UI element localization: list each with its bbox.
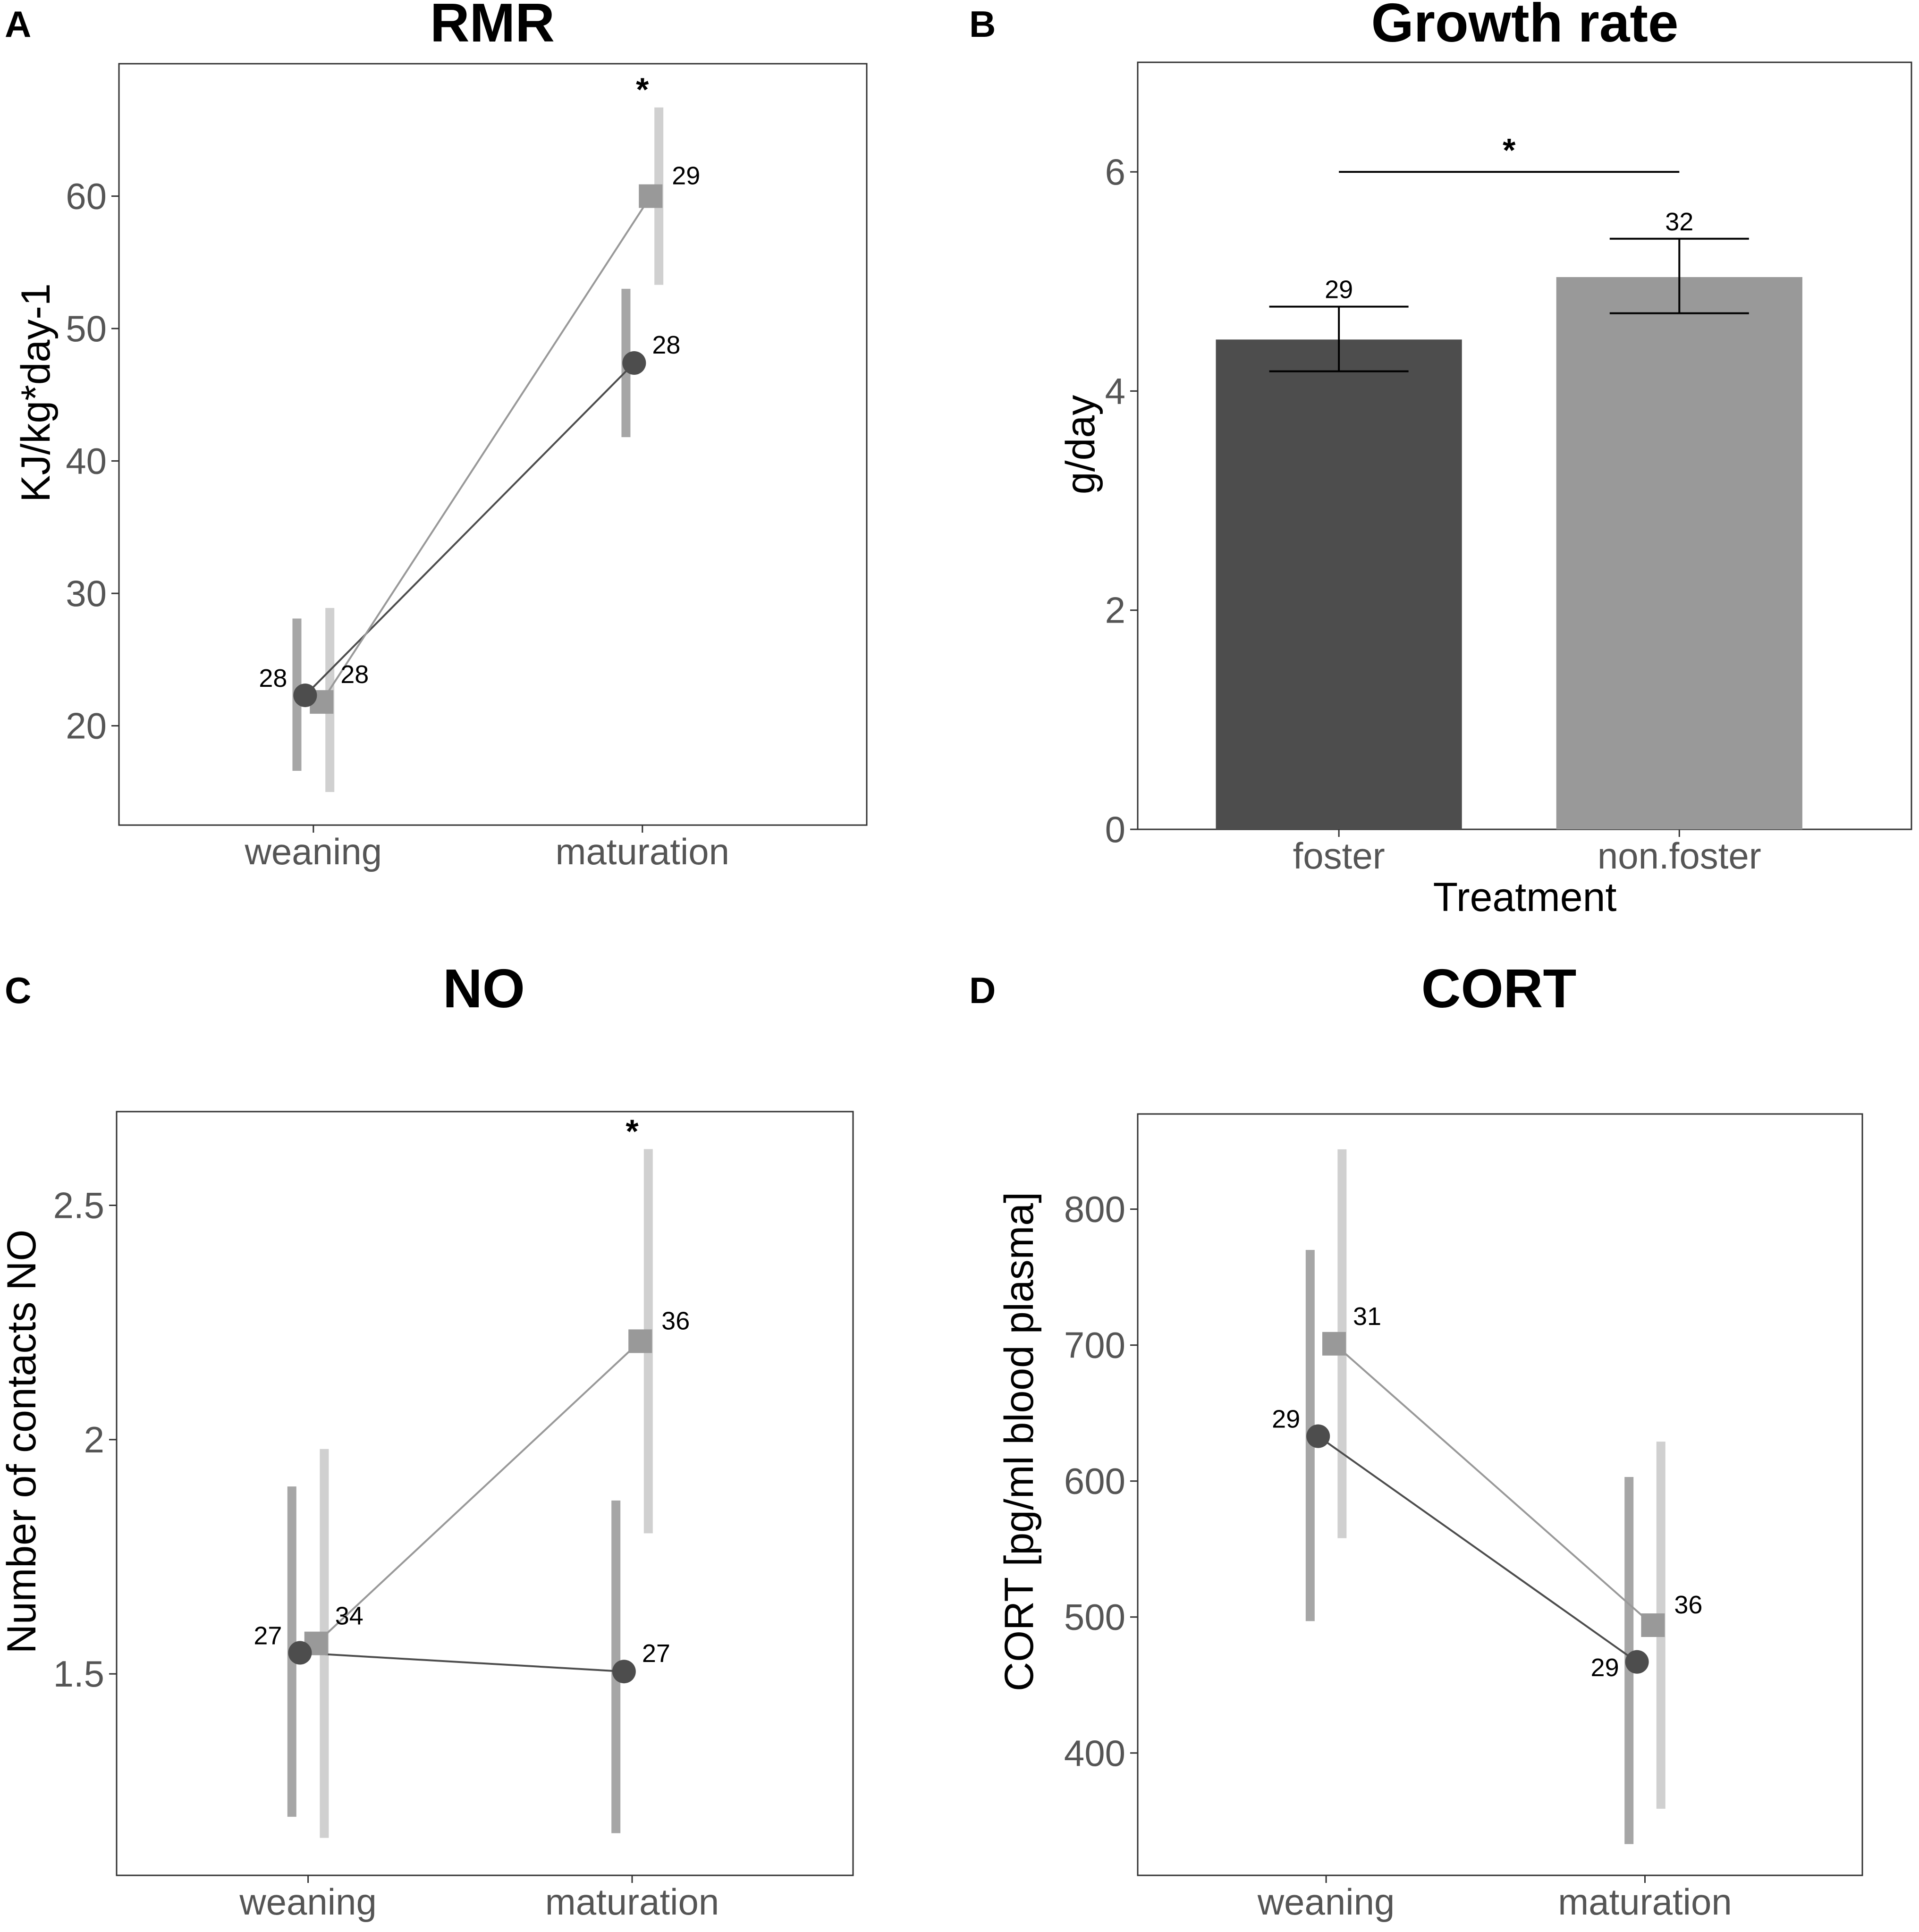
sample-size-label: 27 (642, 1639, 670, 1668)
significance-star: * (626, 1113, 639, 1149)
panel-letter: A (5, 3, 31, 45)
chart-title: RMR (430, 0, 555, 53)
y-tick-label: 50 (66, 308, 107, 349)
x-tick-label: foster (1293, 835, 1385, 877)
panel-growth-rate: B Growth rate g/day Treatment 0 2 4 6 foster… (960, 0, 1919, 966)
y-tick-label: 800 (1064, 1189, 1125, 1230)
series-line (1333, 1343, 1654, 1626)
sample-size-label: 34 (335, 1602, 364, 1630)
x-tick-label: maturation (1558, 1881, 1732, 1923)
y-tick-label: 1.5 (53, 1653, 104, 1695)
data-point (622, 351, 646, 375)
y-axis-label: KJ/kg*day-1 (13, 283, 59, 502)
y-tick-label: 400 (1064, 1732, 1125, 1774)
x-tick-label: weaning (245, 831, 382, 872)
y-tick-label: 2.5 (53, 1185, 104, 1226)
x-tick-label: weaning (239, 1881, 377, 1923)
sample-size-label: 29 (1591, 1654, 1619, 1682)
bar (1216, 339, 1462, 829)
sample-size-label: 29 (1272, 1405, 1300, 1434)
chart-cort: D CORT CORT [pg/ml blood plasma] 400 500 6… (969, 958, 1863, 1923)
chart-rmr: A RMR KJ/kg*day-1 20 30 40 50 60 weaning matur… (5, 0, 868, 872)
y-tick-label: 2 (84, 1419, 104, 1460)
sample-size-label: 28 (652, 331, 680, 359)
bar (1556, 277, 1802, 829)
sample-size-label: 28 (259, 664, 287, 692)
y-tick-label: 30 (66, 573, 107, 614)
x-axis-label: Treatment (1433, 875, 1617, 920)
y-tick-label: 40 (66, 440, 107, 482)
sample-size-label: 29 (672, 162, 700, 190)
data-point (612, 1660, 636, 1684)
panel-letter: C (5, 970, 31, 1011)
chart-title: Growth rate (1371, 0, 1679, 53)
panel-no: C NO Number of contacts NO 1.5 2 2.5 weanin… (0, 958, 959, 1932)
plot-frame (1137, 61, 1912, 830)
chart-title: NO (443, 958, 525, 1019)
series-line (315, 1340, 641, 1645)
y-tick-label: 500 (1064, 1596, 1125, 1638)
sample-size-label: 36 (661, 1307, 690, 1335)
plot-frame (1137, 1113, 1863, 1876)
data-point (1306, 1424, 1330, 1448)
y-axis-label: CORT [pg/ml blood plasma] (997, 1192, 1042, 1691)
y-axis-label: g/day (1058, 395, 1103, 494)
y-tick-label: 600 (1064, 1460, 1125, 1502)
plot-frame (118, 63, 868, 826)
series-line (300, 1652, 624, 1673)
y-tick-label: 700 (1064, 1325, 1125, 1366)
x-tick-label: maturation (545, 1881, 719, 1923)
panel-letter: D (969, 970, 996, 1011)
series-line (304, 362, 635, 696)
sample-size-label: 32 (1665, 208, 1693, 236)
panel-rmr: A RMR KJ/kg*day-1 20 30 40 50 60 weaning matur… (0, 0, 959, 966)
y-axis-label: Number of contacts NO (0, 1230, 44, 1654)
y-tick-label: 20 (66, 705, 107, 747)
panel-letter: B (969, 3, 996, 45)
y-tick-label: 0 (1105, 809, 1125, 850)
sample-size-label: 27 (254, 1621, 282, 1650)
data-point (1625, 1650, 1649, 1674)
series-line (321, 195, 651, 703)
x-tick-label: non.foster (1598, 835, 1761, 877)
sample-size-label: 28 (340, 660, 369, 689)
y-tick-label: 2 (1105, 590, 1125, 631)
panel-cort: D CORT CORT [pg/ml blood plasma] 400 500 6… (960, 958, 1919, 1932)
data-point (1641, 1613, 1665, 1637)
y-tick-label: 6 (1105, 151, 1125, 193)
series-line (1318, 1435, 1638, 1663)
sample-size-label: 29 (1325, 276, 1353, 304)
data-point (293, 683, 317, 708)
sample-size-label: 36 (1674, 1591, 1702, 1619)
data-point (1322, 1332, 1346, 1356)
y-tick-label: 4 (1105, 370, 1125, 412)
data-point (628, 1329, 652, 1353)
y-tick-label: 60 (66, 176, 107, 217)
x-tick-label: maturation (556, 831, 730, 872)
chart-growth-rate: B Growth rate g/day Treatment 0 2 4 6 foster… (969, 0, 1912, 920)
plot-frame (116, 1111, 854, 1876)
data-point (639, 184, 663, 208)
data-point (288, 1641, 312, 1665)
significance-star: * (1503, 132, 1516, 169)
x-tick-label: weaning (1257, 1881, 1395, 1923)
significance-star: * (636, 71, 649, 108)
sample-size-label: 31 (1353, 1302, 1381, 1331)
chart-title: CORT (1421, 958, 1577, 1019)
chart-no: C NO Number of contacts NO 1.5 2 2.5 weanin… (0, 958, 854, 1923)
